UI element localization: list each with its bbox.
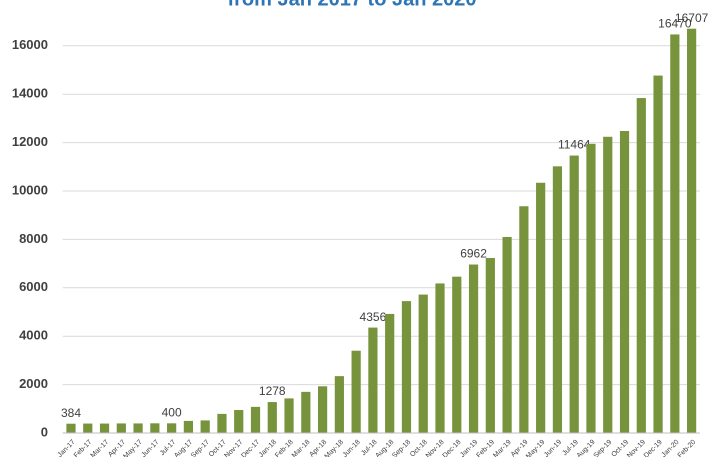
bar <box>519 206 529 433</box>
bar <box>351 350 361 433</box>
data-label: 400 <box>162 405 182 419</box>
bar <box>603 136 613 434</box>
bar <box>687 28 697 433</box>
bar <box>116 423 126 433</box>
bar <box>368 327 378 433</box>
bar <box>619 130 630 433</box>
bar <box>267 402 277 433</box>
bar <box>334 376 344 433</box>
data-label: 16707 <box>675 11 709 25</box>
bar <box>150 423 160 433</box>
bar <box>485 258 495 433</box>
bar <box>670 34 680 434</box>
bar <box>133 423 143 433</box>
bar <box>385 313 395 433</box>
y-tick-label: 14000 <box>12 86 48 101</box>
y-tick-label: 0 <box>41 424 48 439</box>
y-tick-label: 12000 <box>12 134 48 149</box>
bar <box>167 423 177 433</box>
y-tick-label: 8000 <box>19 231 48 246</box>
y-tick-label: 10000 <box>12 182 48 197</box>
data-label: 384 <box>61 406 81 420</box>
bar <box>653 75 663 433</box>
bar <box>250 406 261 433</box>
y-tick-label: 2000 <box>19 376 48 391</box>
bar <box>200 420 210 433</box>
bar <box>401 301 412 433</box>
bar <box>552 166 563 434</box>
bar <box>569 155 579 433</box>
data-label: 4356 <box>360 310 387 324</box>
bar <box>636 98 646 434</box>
x-tick-label: Jun-18 <box>342 439 362 457</box>
data-label: 1278 <box>259 384 286 398</box>
x-tick-label: Jun-17 <box>140 439 160 457</box>
data-label: 6962 <box>460 247 487 261</box>
bar <box>99 423 110 433</box>
bar <box>468 264 479 433</box>
y-tick-label: 16000 <box>12 37 48 52</box>
bar <box>502 236 512 433</box>
x-tick-label: Jun-19 <box>543 439 563 457</box>
bar <box>435 283 445 433</box>
y-tick-label: 4000 <box>19 328 48 343</box>
bar <box>284 398 294 433</box>
bar <box>586 143 596 433</box>
bar <box>234 410 244 433</box>
data-label: 16470 <box>658 17 692 31</box>
bar <box>66 423 76 433</box>
chart-title: from Jan 2017 to Jan 2020 <box>227 0 476 10</box>
y-tick-label: 6000 <box>19 279 48 294</box>
bar <box>217 413 227 433</box>
bar <box>83 423 93 433</box>
bar <box>183 420 194 433</box>
data-label: 11464 <box>558 138 591 152</box>
bar <box>452 276 462 433</box>
x-tick-label: Feb-20 <box>677 439 698 457</box>
bar <box>418 294 428 433</box>
bar <box>317 386 328 433</box>
bar <box>301 391 311 433</box>
bar <box>536 182 546 433</box>
